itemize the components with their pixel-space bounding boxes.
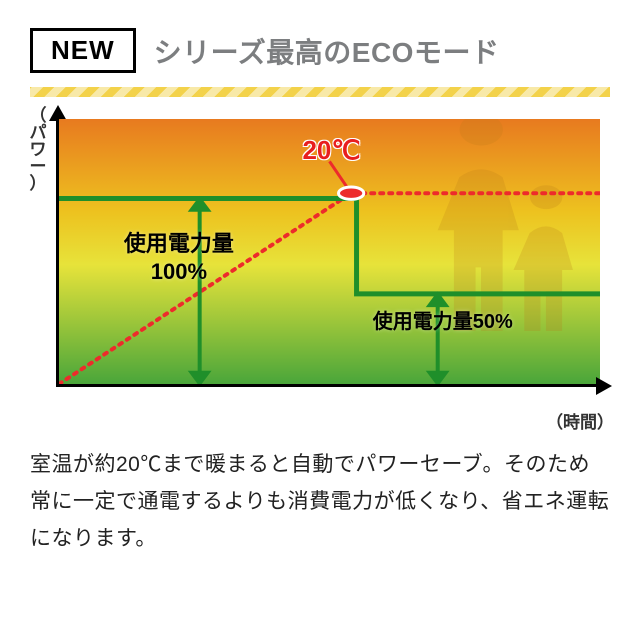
temperature-label: 20℃ bbox=[302, 135, 360, 166]
description-text: 室温が約20℃まで暖まると自動でパワーセーブ。そのため常に一定で通電するよりも消… bbox=[30, 447, 610, 557]
section-title: シリーズ最高のECOモード bbox=[154, 31, 500, 71]
plot-area: 使用電力量100% 使用電力量50% 20℃ bbox=[56, 119, 600, 387]
chart-annotation: 使用電力量100% bbox=[124, 230, 234, 285]
new-badge: NEW bbox=[30, 28, 136, 73]
chart-annotation: 使用電力量50% bbox=[373, 310, 513, 335]
eco-chart: （パワー） 使用電力量100%使用電力量50%20℃ （時間） bbox=[30, 107, 610, 407]
x-axis-arrow-icon bbox=[596, 377, 612, 395]
y-axis-label: （パワー） bbox=[26, 107, 50, 192]
divider-stripe bbox=[30, 87, 610, 97]
x-axis-label: （時間） bbox=[546, 408, 614, 433]
